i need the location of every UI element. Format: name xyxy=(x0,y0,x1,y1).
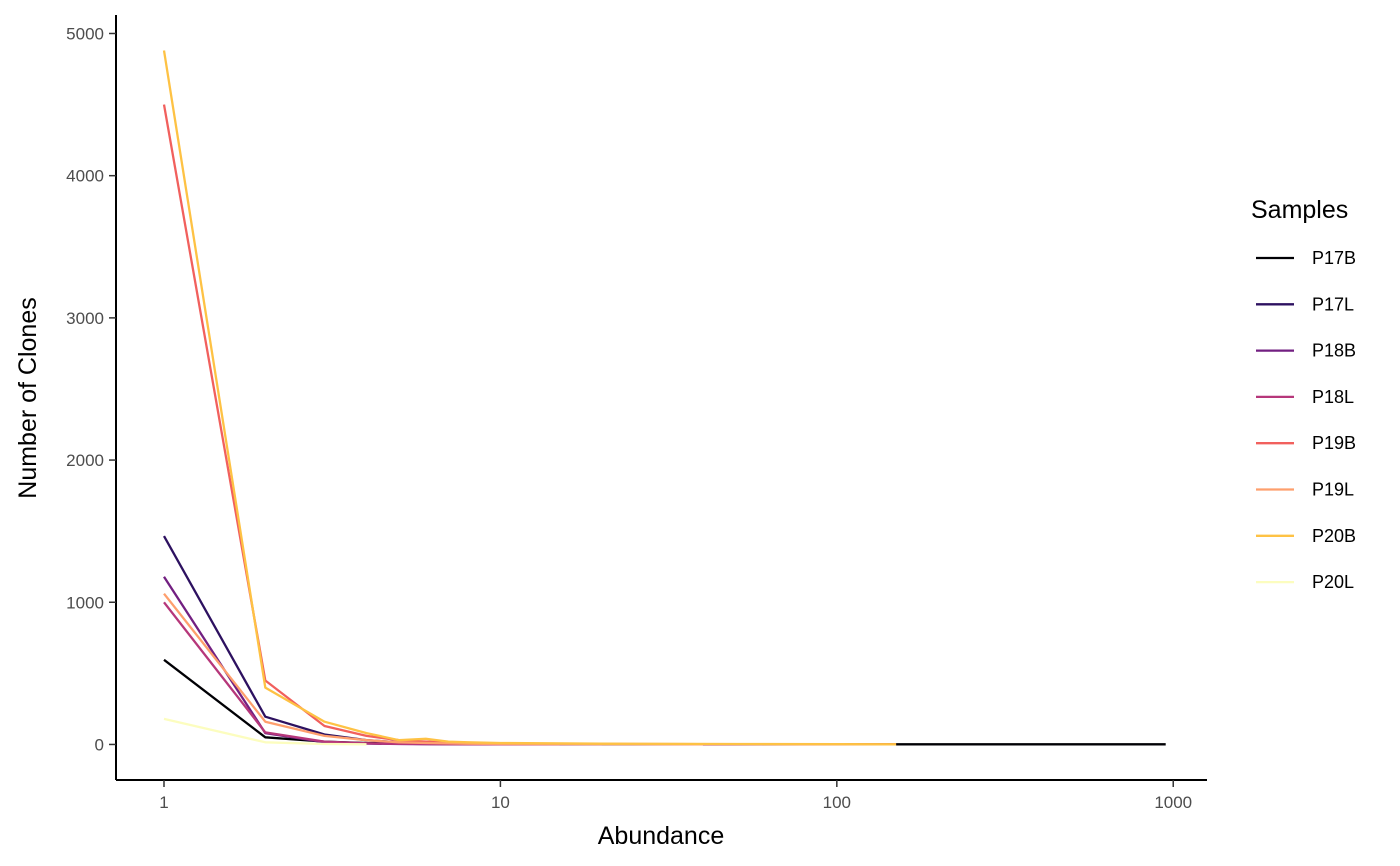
series-line-p18b xyxy=(163,576,602,746)
x-tick-label: 1000 xyxy=(1154,793,1192,812)
y-tick-label: 3000 xyxy=(66,309,104,328)
series-line-p19b xyxy=(162,104,897,746)
legend-label-p19b: P19B xyxy=(1312,433,1356,453)
plot-lines xyxy=(162,50,1166,746)
legend-label-p18b: P18B xyxy=(1312,341,1356,361)
y-tick-label: 5000 xyxy=(66,24,104,43)
y-ticks: 0 1000 2000 3000 4000 5000 xyxy=(66,24,116,754)
series-line-p20b xyxy=(162,50,897,746)
x-axis-title: Abundance xyxy=(598,822,725,850)
x-tick-label: 10 xyxy=(491,793,510,812)
legend-label-p17l: P17L xyxy=(1312,294,1354,314)
y-tick-label: 0 xyxy=(95,735,104,754)
legend-label-p19l: P19L xyxy=(1312,480,1354,500)
y-tick-label: 1000 xyxy=(66,593,104,612)
legend-title: Samples xyxy=(1251,196,1348,224)
y-tick-label: 4000 xyxy=(66,167,104,186)
legend-label-p20b: P20B xyxy=(1312,526,1356,546)
series-line-p17l xyxy=(162,535,763,746)
legend-label-p17b: P17B xyxy=(1312,248,1356,268)
y-axis-title: Number of Clones xyxy=(14,297,42,498)
x-ticks: 1 10 100 1000 xyxy=(159,780,1192,812)
x-tick-label: 1 xyxy=(159,793,168,812)
legend-label-p18l: P18L xyxy=(1312,387,1354,407)
series-line-p18l xyxy=(163,601,560,746)
axes: 0 1000 2000 3000 4000 5000 1 10 100 1000 xyxy=(66,15,1207,812)
series-line-p20l xyxy=(163,717,367,746)
legend-items: P17B P17L P18B P18L P19B P19L P20B P20L xyxy=(1256,248,1356,592)
legend: Samples P17B P17L P18B P18L P19B P19L P20B P20L xyxy=(1251,196,1356,592)
x-tick-label: 100 xyxy=(823,793,851,812)
y-tick-label: 2000 xyxy=(66,451,104,470)
legend-label-p20l: P20L xyxy=(1312,572,1354,592)
